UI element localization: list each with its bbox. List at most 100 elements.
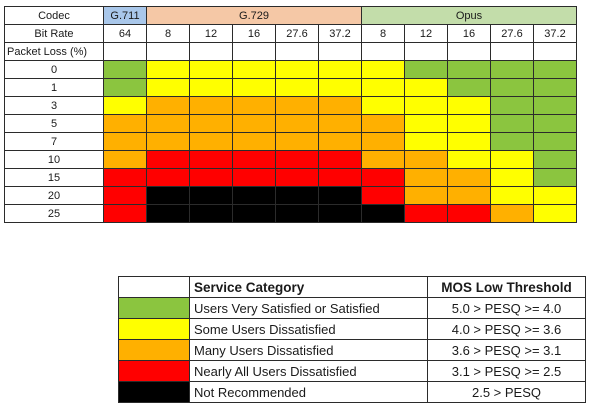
legend-header-category: Service Category: [189, 276, 428, 298]
bitrate-cell: 12: [404, 24, 448, 43]
legend-threshold: 3.1 > PESQ >= 2.5: [427, 360, 586, 382]
legend-header-row: Service Category MOS Low Threshold: [118, 276, 586, 298]
quality-cell: [318, 132, 362, 151]
quality-cell: [533, 132, 577, 151]
quality-cell: [447, 96, 491, 115]
quality-cell: [361, 168, 405, 187]
quality-cell: [447, 78, 491, 97]
blank-cell: [533, 42, 577, 61]
quality-cell: [318, 204, 362, 223]
quality-cell: [361, 150, 405, 169]
quality-cell: [318, 168, 362, 187]
loss-value: 10: [4, 150, 104, 169]
quality-cell: [404, 150, 448, 169]
legend-row: Some Users Dissatisfied 4.0 > PESQ >= 3.6: [118, 318, 586, 340]
bitrate-cell: 37.2: [318, 24, 362, 43]
loss-value: 5: [4, 114, 104, 133]
blank-cell: [361, 42, 405, 61]
quality-cell: [189, 96, 233, 115]
quality-cell: [318, 60, 362, 79]
quality-cell: [404, 96, 448, 115]
legend-header-blank: [118, 276, 190, 298]
quality-cell: [404, 78, 448, 97]
blank-cell: [146, 42, 190, 61]
quality-cell: [404, 114, 448, 133]
quality-cell: [103, 204, 147, 223]
blank-cell: [275, 42, 319, 61]
quality-cell: [361, 132, 405, 151]
legend-row: Many Users Dissatisfied 3.6 > PESQ >= 3.1: [118, 339, 586, 361]
quality-cell: [189, 132, 233, 151]
blank-cell: [404, 42, 448, 61]
legend-threshold: 5.0 > PESQ >= 4.0: [427, 297, 586, 319]
legend-swatch: [118, 318, 190, 340]
codec-opus-header: Opus: [361, 6, 577, 25]
quality-cell: [103, 186, 147, 205]
bitrate-cell: 8: [361, 24, 405, 43]
quality-cell: [490, 204, 534, 223]
quality-cell: [361, 204, 405, 223]
quality-cell: [232, 150, 276, 169]
quality-cell: [232, 186, 276, 205]
codec-label: Codec: [4, 6, 104, 25]
quality-cell: [404, 132, 448, 151]
quality-cell: [189, 60, 233, 79]
quality-cell: [103, 168, 147, 187]
bitrate-cell: 64: [103, 24, 147, 43]
legend-row: Users Very Satisfied or Satisfied 5.0 > P…: [118, 297, 586, 319]
bitrate-cell: 12: [189, 24, 233, 43]
loss-row: 5: [4, 114, 577, 133]
blank-cell: [318, 42, 362, 61]
quality-cell: [232, 114, 276, 133]
loss-value: 0: [4, 60, 104, 79]
quality-cell: [146, 132, 190, 151]
legend-threshold: 4.0 > PESQ >= 3.6: [427, 318, 586, 340]
legend-threshold: 3.6 > PESQ >= 3.1: [427, 339, 586, 361]
quality-cell: [146, 60, 190, 79]
legend-category: Some Users Dissatisfied: [189, 318, 428, 340]
quality-cell: [490, 78, 534, 97]
quality-cell: [232, 204, 276, 223]
quality-cell: [103, 78, 147, 97]
bitrate-cell: 8: [146, 24, 190, 43]
legend-swatch: [118, 360, 190, 382]
loss-value: 3: [4, 96, 104, 115]
quality-cell: [447, 114, 491, 133]
quality-cell: [404, 168, 448, 187]
bitrate-cell: 27.6: [490, 24, 534, 43]
bitrate-cell: 16: [232, 24, 276, 43]
quality-cell: [361, 96, 405, 115]
legend-category: Nearly All Users Dissatisfied: [189, 360, 428, 382]
blank-cell: [447, 42, 491, 61]
bitrate-row: Bit Rate 64 8 12 16 27.6 37.2 8 12 16 27…: [4, 24, 577, 43]
quality-cell: [533, 114, 577, 133]
quality-cell: [533, 186, 577, 205]
loss-row: 1: [4, 78, 577, 97]
loss-value: 15: [4, 168, 104, 187]
quality-cell: [146, 204, 190, 223]
quality-cell: [189, 78, 233, 97]
quality-cell: [447, 60, 491, 79]
legend-row: Nearly All Users Dissatisfied 3.1 > PESQ …: [118, 360, 586, 382]
loss-row: 10: [4, 150, 577, 169]
loss-row: 7: [4, 132, 577, 151]
loss-row: 3: [4, 96, 577, 115]
legend-swatch: [118, 339, 190, 361]
legend-category: Many Users Dissatisfied: [189, 339, 428, 361]
quality-cell: [103, 96, 147, 115]
quality-cell: [318, 114, 362, 133]
quality-cell: [318, 96, 362, 115]
blank-cell: [232, 42, 276, 61]
quality-cell: [404, 60, 448, 79]
quality-cell: [232, 78, 276, 97]
quality-cell: [361, 186, 405, 205]
bitrate-cell: 16: [447, 24, 491, 43]
loss-row: 20: [4, 186, 577, 205]
quality-cell: [404, 204, 448, 223]
quality-cell: [232, 168, 276, 187]
quality-cell: [447, 150, 491, 169]
quality-cell: [103, 150, 147, 169]
legend-threshold: 2.5 > PESQ: [427, 381, 586, 403]
quality-cell: [404, 186, 448, 205]
quality-cell: [490, 186, 534, 205]
